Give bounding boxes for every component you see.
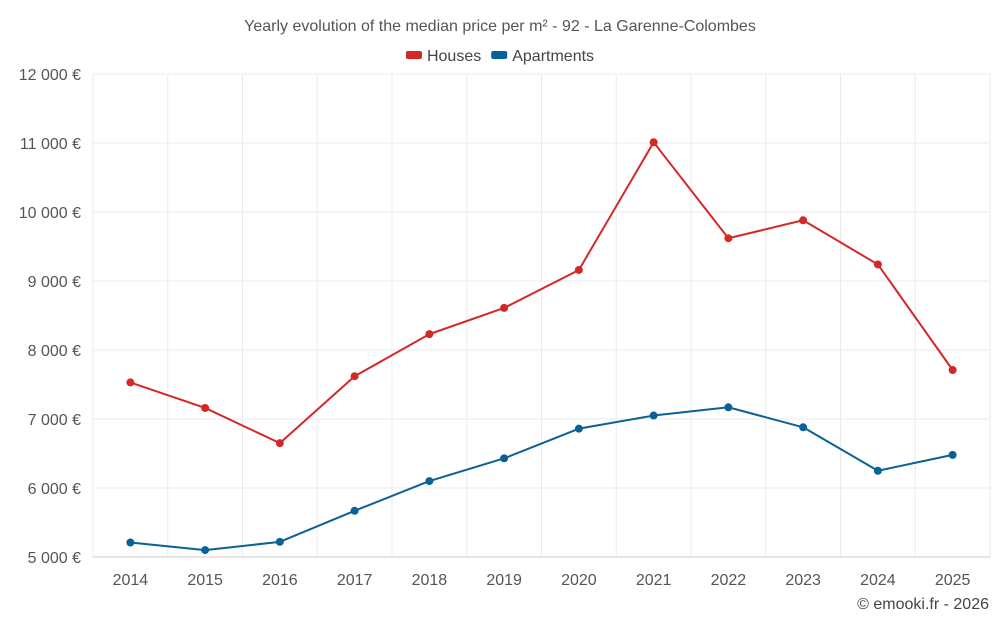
data-point-houses[interactable] (350, 372, 359, 381)
data-point-apartments[interactable] (425, 477, 434, 486)
series-layer (126, 138, 957, 555)
x-tick-label: 2015 (187, 572, 223, 589)
x-tick-label: 2014 (113, 572, 149, 589)
data-point-houses[interactable] (500, 303, 509, 312)
x-tick-label: 2024 (860, 572, 896, 589)
data-point-apartments[interactable] (799, 423, 808, 432)
data-point-apartments[interactable] (873, 466, 882, 475)
data-point-houses[interactable] (126, 378, 135, 387)
x-tick-label: 2020 (561, 572, 597, 589)
legend-item-apartments[interactable]: Apartments (491, 48, 594, 65)
legend-label: Houses (427, 48, 481, 65)
data-point-apartments[interactable] (724, 403, 733, 412)
data-point-apartments[interactable] (948, 450, 957, 459)
data-point-houses[interactable] (799, 216, 808, 225)
x-tick-label: 2018 (412, 572, 448, 589)
data-point-apartments[interactable] (350, 506, 359, 515)
x-tick-label: 2025 (935, 572, 971, 589)
series-line-houses (129, 141, 954, 445)
data-point-apartments[interactable] (275, 537, 284, 546)
x-tick-label: 2021 (636, 572, 672, 589)
x-tick-label: 2017 (337, 572, 373, 589)
data-point-apartments[interactable] (574, 424, 583, 433)
grid (92, 73, 991, 558)
y-tick-label: 12 000 € (19, 67, 81, 84)
data-point-apartments[interactable] (126, 538, 135, 547)
y-tick-label: 10 000 € (19, 205, 81, 222)
data-point-apartments[interactable] (649, 411, 658, 420)
series-line-apartments (129, 406, 954, 552)
legend-item-houses[interactable]: Houses (405, 48, 481, 65)
data-point-houses[interactable] (275, 439, 284, 448)
legend-swatch (491, 51, 508, 59)
data-point-apartments[interactable] (500, 454, 509, 463)
x-tick-label: 2016 (262, 572, 298, 589)
y-tick-label: 5 000 € (28, 550, 81, 567)
legend-swatch (405, 51, 422, 59)
data-point-houses[interactable] (649, 138, 658, 147)
data-point-houses[interactable] (873, 260, 882, 269)
x-tick-label: 2022 (711, 572, 747, 589)
y-tick-label: 6 000 € (28, 481, 81, 498)
y-tick-label: 8 000 € (28, 343, 81, 360)
data-point-houses[interactable] (948, 366, 957, 375)
data-point-apartments[interactable] (201, 546, 210, 555)
credit-text: © emooki.fr - 2026 (857, 596, 989, 613)
data-point-houses[interactable] (201, 403, 210, 412)
y-tick-label: 7 000 € (28, 412, 81, 429)
legend: Houses Apartments (405, 48, 594, 65)
data-point-houses[interactable] (425, 330, 434, 339)
axes: 5 000 € 6 000 € 7 000 € 8 000 € 9 000 € 10 00… (19, 67, 990, 589)
data-point-houses[interactable] (574, 265, 583, 274)
chart-title: Yearly evolution of the median price per… (244, 18, 756, 35)
x-tick-label: 2023 (785, 572, 821, 589)
x-tick-label: 2019 (486, 572, 522, 589)
y-tick-label: 11 000 € (20, 136, 81, 153)
data-point-houses[interactable] (724, 234, 733, 243)
legend-label: Apartments (512, 48, 594, 65)
y-tick-label: 9 000 € (28, 274, 81, 291)
